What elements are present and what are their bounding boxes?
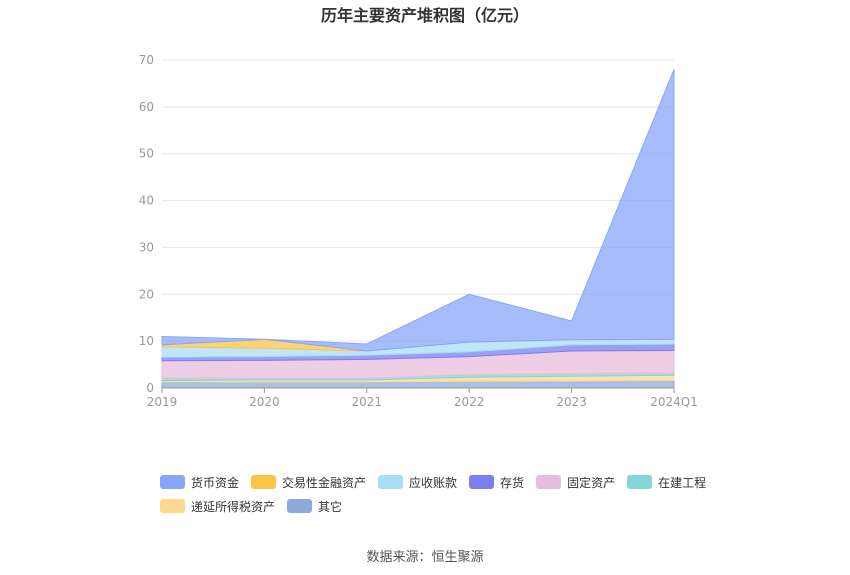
legend-item[interactable]: 在建工程: [627, 474, 706, 491]
legend-swatch: [160, 499, 185, 513]
legend-swatch: [536, 475, 562, 489]
chart-legend: 货币资金 交易性金融资产 应收账款 存货 固定资产 在建工程递延所得税资产 其它: [160, 470, 720, 518]
x-tick-label: 2020: [249, 395, 280, 409]
stacked-area-chart: 0 10 20 30 40 50 60 70 2019 2020 2021 2022 2023 2024Q…: [139, 53, 698, 409]
legend-item[interactable]: 货币资金: [160, 474, 239, 491]
x-tick-label: 2023: [556, 395, 587, 409]
legend-item[interactable]: 其它: [287, 498, 342, 515]
legend-swatch: [287, 499, 313, 513]
legend-label: 应收账款: [409, 475, 458, 490]
legend-label: 固定资产: [567, 475, 616, 490]
x-tick-label: 2019: [147, 395, 178, 409]
legend-label: 交易性金融资产: [282, 475, 367, 490]
y-tick-label: 20: [139, 287, 154, 301]
y-tick-label: 70: [139, 53, 154, 67]
legend-swatch: [251, 475, 277, 489]
legend-label: 存货: [500, 475, 525, 490]
y-tick-label: 30: [139, 240, 154, 254]
x-tick-label: 2024Q1: [650, 395, 698, 409]
legend-label: 递延所得税资产: [191, 499, 276, 514]
data-source-note: 数据来源：恒生聚源: [366, 550, 484, 565]
legend-row: 货币资金 交易性金融资产 应收账款 存货 固定资产 在建工程: [160, 470, 720, 494]
legend-item[interactable]: 交易性金融资产: [251, 474, 366, 491]
y-tick-label: 40: [139, 194, 154, 208]
y-tick-label: 0: [146, 381, 154, 395]
legend-item[interactable]: 应收账款: [378, 474, 457, 491]
x-tick-label: 2022: [454, 395, 485, 409]
legend-item[interactable]: 存货: [469, 474, 524, 491]
area-series: [161, 69, 675, 352]
x-tick-label: 2021: [352, 395, 383, 409]
y-tick-label: 50: [139, 147, 154, 161]
legend-item[interactable]: 固定资产: [536, 474, 615, 491]
legend-swatch: [378, 475, 404, 489]
legend-label: 在建工程: [658, 475, 707, 490]
y-tick-label: 60: [139, 100, 154, 114]
y-tick-label: 10: [139, 334, 154, 348]
legend-row: 递延所得税资产 其它: [160, 494, 720, 518]
legend-label: 货币资金: [191, 475, 240, 490]
legend-label: 其它: [318, 499, 343, 514]
legend-swatch: [160, 475, 185, 489]
legend-item[interactable]: 递延所得税资产: [160, 498, 275, 515]
chart-title: 历年主要资产堆积图（亿元）: [320, 6, 529, 25]
legend-swatch: [627, 475, 653, 489]
legend-swatch: [469, 475, 495, 489]
